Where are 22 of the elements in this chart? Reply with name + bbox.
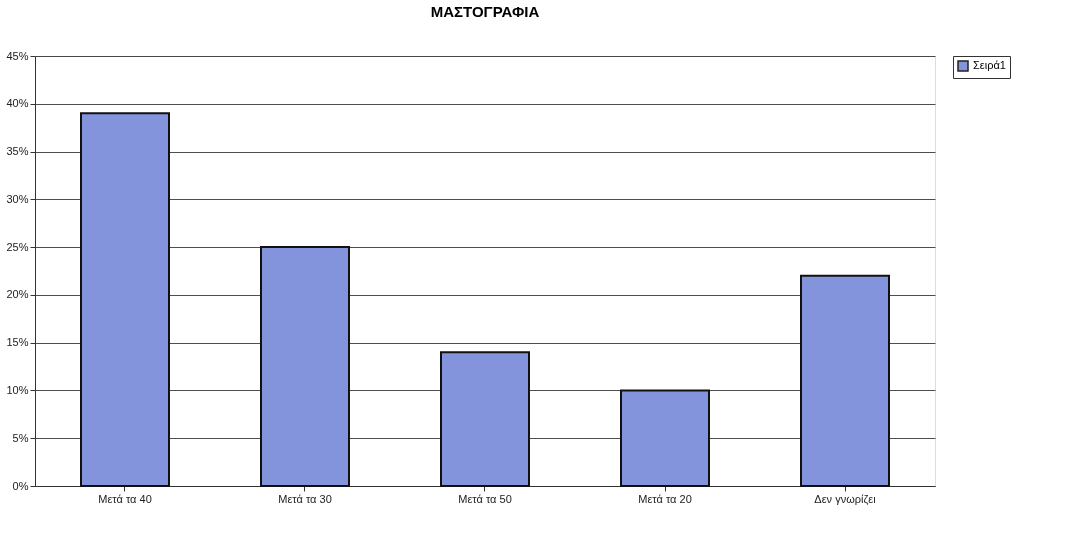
y-tick-label: 5% [12, 431, 29, 444]
y-tick-label: 45% [6, 49, 29, 62]
y-tick-label: 35% [6, 145, 29, 158]
x-tick-label: Μετά τα 20 [638, 492, 692, 505]
bar [620, 389, 710, 487]
y-tick-label: 40% [6, 97, 29, 110]
bar [260, 246, 350, 487]
y-tick-label: 20% [6, 288, 29, 301]
y-tick-label: 10% [6, 383, 29, 396]
bar [80, 112, 170, 487]
y-tick-label: 30% [6, 192, 29, 205]
legend-label: Σειρά1 [973, 59, 1006, 71]
y-tick-label: 25% [6, 240, 29, 253]
x-tick-label: Δεν γνωρίζει [814, 492, 877, 505]
y-tick-label: 0% [12, 479, 29, 492]
chart-title: ΜΑΣΤΟΓΡΑΦΙΑ [430, 3, 540, 20]
x-tick-label: Μετά τα 50 [458, 492, 512, 505]
y-tick-label: 15% [6, 336, 29, 349]
bar [440, 351, 530, 487]
bar [800, 274, 890, 487]
x-tick-label: Μετά τα 30 [278, 492, 332, 505]
x-tick-label: Μετά τα 40 [98, 492, 152, 505]
